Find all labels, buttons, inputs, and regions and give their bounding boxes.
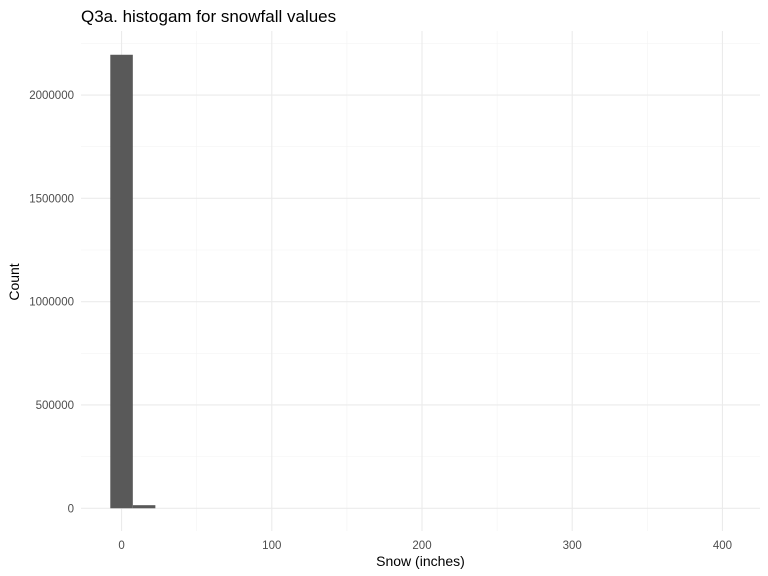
y-tick-label: 2000000: [29, 90, 74, 102]
y-tick-label: 500000: [36, 400, 74, 412]
x-axis-ticks: 0 100 200 300 400: [118, 540, 732, 552]
x-axis-title: Snow (inches): [376, 553, 465, 569]
bars: [110, 54, 156, 509]
x-tick-label: 100: [262, 540, 281, 552]
x-tick-label: 400: [713, 540, 732, 552]
y-axis-ticks: 0 500000 1000000 1500000 2000000: [29, 90, 74, 515]
chart-title: Q3a. histogam for snowfall values: [81, 7, 336, 26]
y-axis-title: Count: [6, 263, 22, 300]
histogram-bar: [132, 505, 156, 509]
histogram-bar: [110, 54, 133, 509]
x-tick-label: 300: [563, 540, 582, 552]
y-tick-label: 0: [68, 503, 74, 515]
grid-lines: [81, 31, 760, 531]
y-tick-label: 1500000: [29, 193, 74, 205]
y-tick-label: 1000000: [29, 297, 74, 309]
x-tick-label: 0: [118, 540, 124, 552]
x-tick-label: 200: [412, 540, 431, 552]
